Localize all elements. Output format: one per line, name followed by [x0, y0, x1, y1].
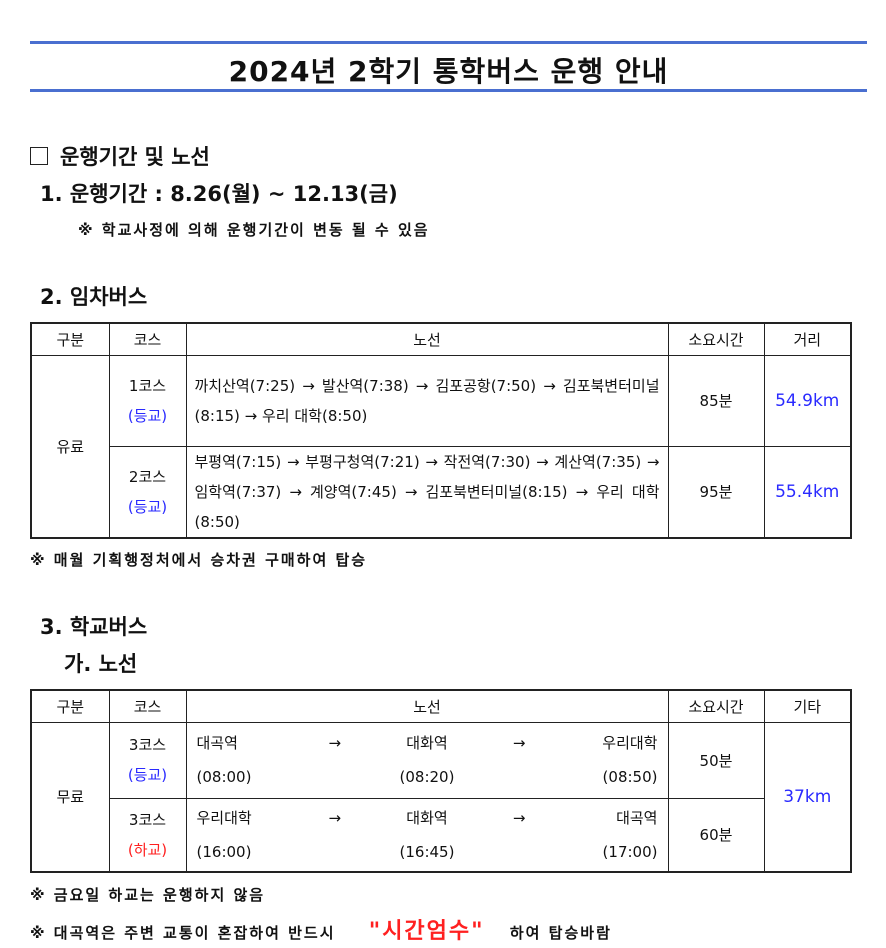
category-cell: 유료	[30, 354, 110, 538]
checkbox-icon	[30, 147, 48, 165]
col-header: 소요시간	[667, 689, 765, 723]
table-row: 무료 3코스 (등교) 대곡역 → 대화역 → 우리대학 (08:00) (08:20) (0…	[30, 721, 852, 873]
route-cell: 까치산역(7:25) → 발산역(7:38) → 김포공항(7:50) → 김포…	[185, 354, 669, 447]
charter-heading: 2. 임차버스	[40, 285, 148, 309]
col-header: 소요시간	[667, 322, 765, 356]
table-row: 3코스 (하교) 우리대학 → 대화역 → 대곡역 (16:00) (16:45) (17:0…	[31, 797, 851, 873]
col-header: 노선	[185, 689, 669, 723]
school-bus-table: 구분 코스 노선 소요시간 기타 무료 3코스 (등교) 대곡역 → 대화역 → 우리대학…	[30, 689, 852, 873]
duration-cell: 95분	[667, 445, 765, 538]
col-header: 코스	[108, 689, 187, 723]
table-row: 2코스 (등교) 부평역(7:15) → 부평구청역(7:21) → 작전역(7:…	[31, 445, 852, 538]
route-cell: 우리대학 → 대화역 → 대곡역 (16:00) (16:45) (17:00)	[185, 797, 669, 873]
category-cell: 무료	[30, 721, 110, 873]
course-cell: 2코스 (등교)	[108, 445, 187, 538]
section-heading: 운행기간 및 노선	[30, 141, 210, 171]
course-cell: 3코스 (하교)	[108, 797, 187, 873]
title-rule-bottom	[30, 89, 867, 92]
distance-cell: 37km	[763, 721, 852, 873]
charter-bus-table: 구분 코스 노선 소요시간 거리 유료 1코스 (등교) 까치산역(7:25) →…	[30, 322, 852, 539]
school-note-2: ※ 대곡역은 주변 교통이 혼잡하여 반드시 "시간엄수" 하여 탑승바람	[30, 919, 612, 944]
title-rule-top	[30, 41, 867, 44]
col-header: 구분	[30, 322, 110, 356]
col-header: 코스	[108, 322, 187, 356]
period-note: ※ 학교사정에 의해 운행기간이 변동 될 수 있음	[78, 221, 430, 239]
charter-note: ※ 매월 기획행정처에서 승차권 구매하여 탑승	[30, 551, 368, 569]
route-cell: 대곡역 → 대화역 → 우리대학 (08:00) (08:20) (08:50)	[185, 721, 669, 799]
col-header: 거리	[763, 322, 852, 356]
school-heading: 3. 학교버스	[40, 615, 148, 639]
page-title: 2024년 2학기 통학버스 운행 안내	[228, 55, 669, 88]
distance-cell: 54.9km	[763, 354, 852, 447]
col-header: 구분	[30, 689, 110, 723]
duration-cell: 60분	[667, 797, 765, 873]
period-heading: 1. 운행기간 : 8.26(월) ~ 12.13(금)	[40, 182, 398, 206]
emphasis-text: "시간엄수"	[368, 919, 485, 944]
table-row: 유료 1코스 (등교) 까치산역(7:25) → 발산역(7:38) → 김포공항…	[30, 354, 852, 538]
school-note-1: ※ 금요일 하교는 운행하지 않음	[30, 886, 266, 904]
route-cell: 부평역(7:15) → 부평구청역(7:21) → 작전역(7:30) → 계산…	[185, 445, 669, 538]
course-cell: 1코스 (등교)	[108, 354, 187, 447]
col-header: 기타	[763, 689, 852, 723]
school-subheading: 가. 노선	[64, 652, 138, 676]
duration-cell: 85분	[667, 354, 765, 447]
duration-cell: 50분	[667, 721, 765, 799]
distance-cell: 55.4km	[763, 445, 852, 538]
course-cell: 3코스 (등교)	[108, 721, 187, 799]
col-header: 노선	[185, 322, 669, 356]
